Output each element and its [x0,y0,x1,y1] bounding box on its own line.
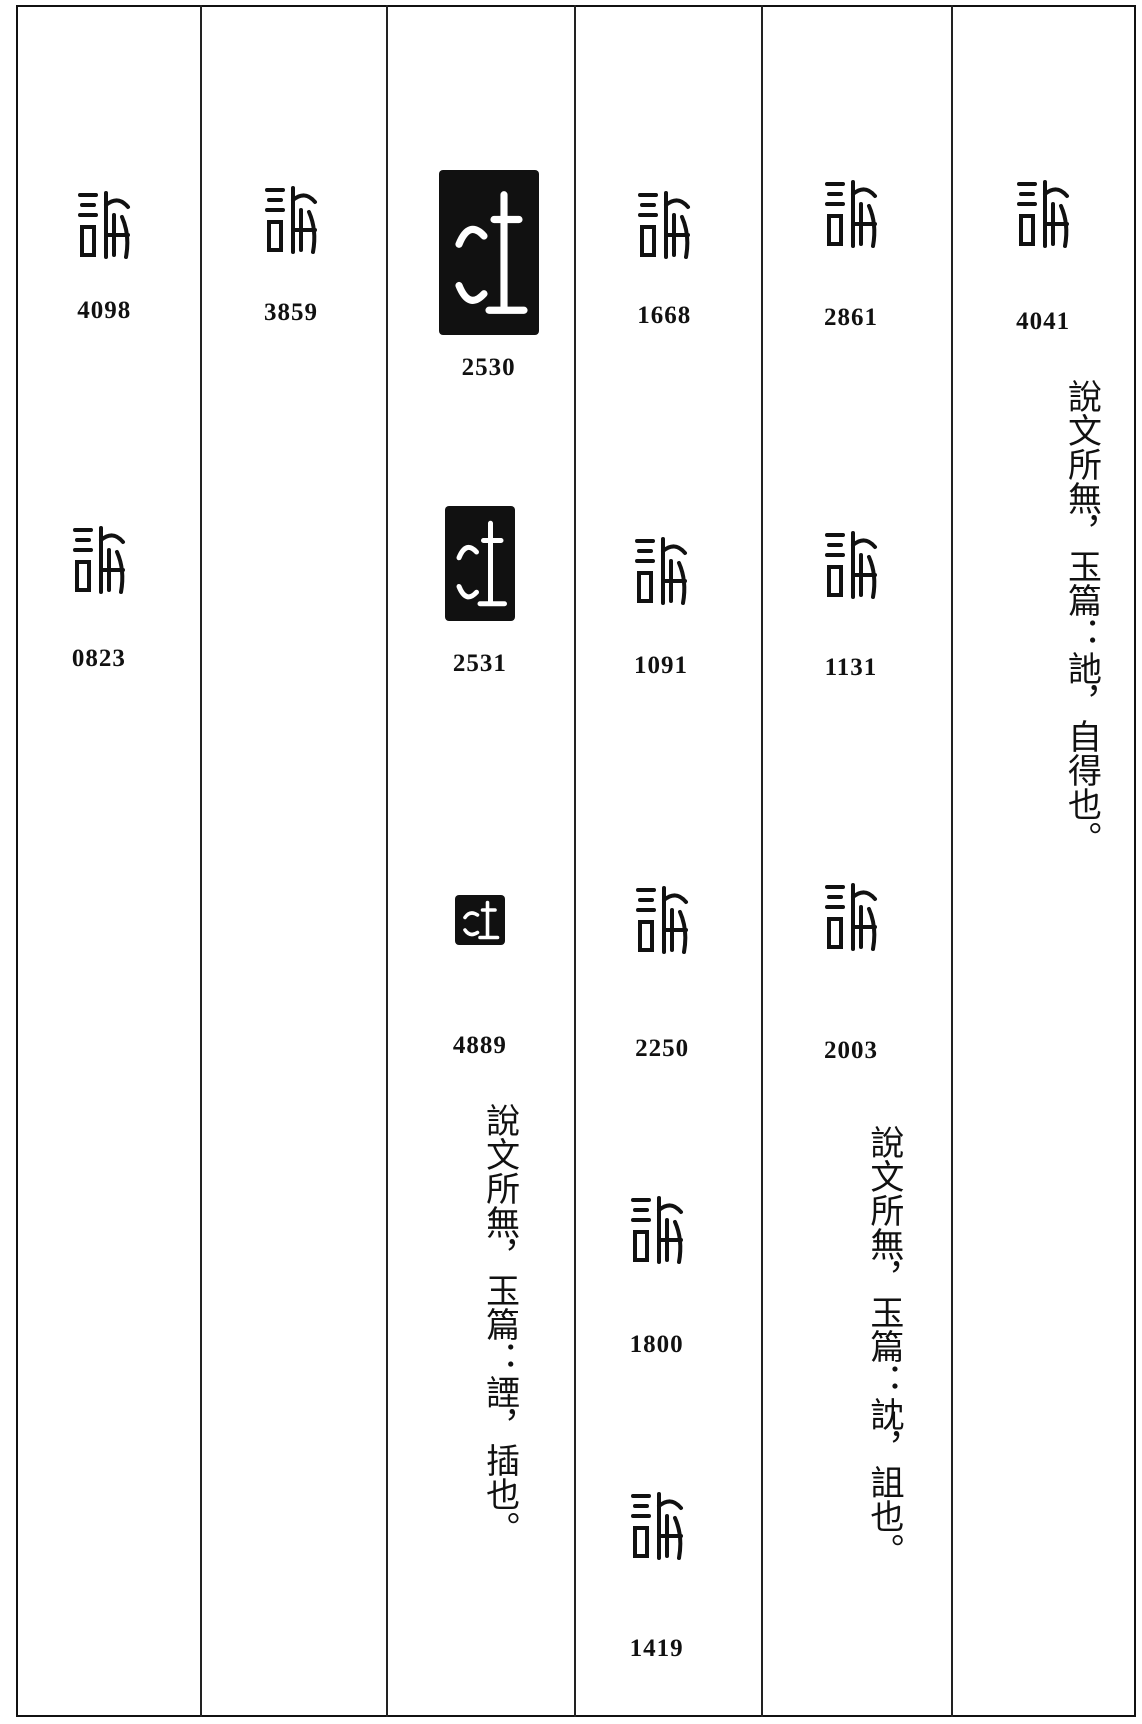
vertical-note: 說文所無，玉篇：訑，自得也。 [1061,378,1102,855]
column-rule [761,5,763,1717]
entry-number: 2003 [823,1036,878,1064]
seal-glyph [630,1195,683,1264]
entry-number: 4041 [1016,307,1071,335]
entry-number: 2861 [823,304,878,332]
seal-glyph [824,180,877,249]
seal-glyph [454,895,505,946]
seal-glyph [636,886,689,955]
column-rule [386,5,388,1717]
seal-glyph [824,531,877,600]
seal-glyph [444,505,515,621]
entry-number: 1419 [629,1635,684,1663]
seal-glyph [824,882,877,951]
vertical-note: 說文所無，玉篇：訦，詛也。 [863,1125,904,1568]
vertical-note: 說文所無，玉篇：諲，插也。 [479,1103,520,1546]
seal-glyph [1017,180,1070,249]
seal-glyph [638,191,691,260]
seal-glyph [78,191,131,260]
entry-number: 2530 [461,353,516,381]
page-frame [16,5,1136,1717]
column-rule [200,5,202,1717]
seal-glyph [634,536,687,605]
seal-glyph [438,170,539,336]
seal-glyph [264,185,317,254]
entry-number: 3859 [263,298,318,326]
entry-number: 1091 [633,652,688,680]
entry-number: 2531 [452,650,507,678]
entry-number: 2250 [635,1034,690,1062]
entry-number: 4889 [452,1032,507,1060]
entry-number: 0823 [71,644,126,672]
entry-number: 4098 [77,296,132,324]
entry-number: 1668 [637,302,692,330]
entry-number: 1131 [824,653,878,681]
entry-number: 1800 [629,1331,684,1359]
column-rule [574,5,576,1717]
seal-glyph [72,525,125,594]
seal-glyph [630,1492,683,1561]
column-rule [951,5,953,1717]
